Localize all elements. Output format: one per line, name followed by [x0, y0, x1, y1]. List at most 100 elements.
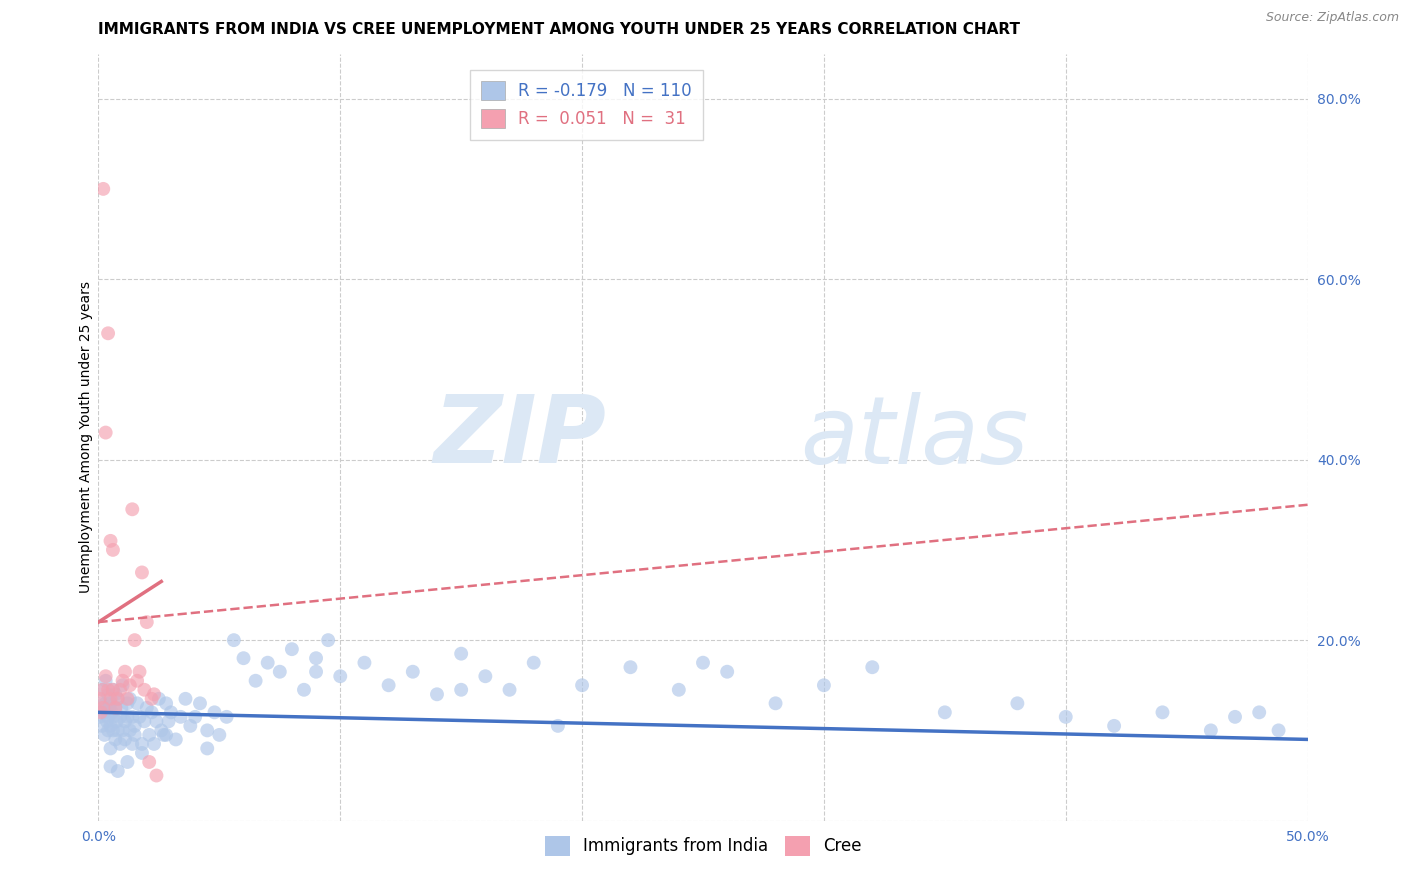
Y-axis label: Unemployment Among Youth under 25 years: Unemployment Among Youth under 25 years	[79, 281, 93, 593]
Text: ZIP: ZIP	[433, 391, 606, 483]
Point	[134, 714, 156, 729]
Point	[165, 732, 187, 747]
Point	[1007, 696, 1029, 710]
Point	[111, 723, 134, 738]
Point	[114, 665, 136, 679]
Point	[692, 656, 714, 670]
Point	[121, 502, 143, 516]
Point	[1152, 706, 1174, 720]
Point	[101, 542, 124, 557]
Point	[107, 764, 129, 778]
Point	[97, 687, 120, 701]
Point	[141, 691, 163, 706]
Point	[100, 759, 122, 773]
Point	[127, 696, 149, 710]
Point	[94, 696, 117, 710]
Point	[1223, 710, 1246, 724]
Point	[145, 714, 167, 729]
Point	[104, 732, 127, 747]
Point	[474, 669, 496, 683]
Point	[90, 696, 112, 710]
Point	[90, 706, 112, 720]
Point	[547, 719, 569, 733]
Point	[91, 682, 114, 697]
Point	[152, 728, 174, 742]
Point	[245, 673, 267, 688]
Point	[105, 714, 128, 729]
Point	[131, 566, 153, 580]
Point	[195, 741, 218, 756]
Point	[94, 669, 117, 683]
Point	[135, 615, 157, 629]
Point	[571, 678, 593, 692]
Point	[208, 728, 231, 742]
Point	[1102, 719, 1125, 733]
Point	[860, 660, 883, 674]
Point	[101, 682, 124, 697]
Point	[269, 665, 291, 679]
Point	[111, 673, 134, 688]
Point	[108, 737, 131, 751]
Point	[117, 755, 139, 769]
Text: Source: ZipAtlas.com: Source: ZipAtlas.com	[1265, 11, 1399, 24]
Point	[89, 691, 111, 706]
Point	[128, 665, 150, 679]
Point	[124, 728, 146, 742]
Point	[107, 691, 129, 706]
Point	[305, 651, 328, 665]
Point	[204, 706, 226, 720]
Point	[100, 741, 122, 756]
Point	[89, 710, 111, 724]
Point	[215, 710, 238, 724]
Point	[118, 691, 141, 706]
Point	[498, 682, 520, 697]
Point	[110, 701, 132, 715]
Point	[353, 656, 375, 670]
Point	[157, 714, 180, 729]
Point	[426, 687, 449, 701]
Point	[150, 723, 173, 738]
Point	[1054, 710, 1077, 724]
Point	[94, 425, 117, 440]
Point	[97, 326, 120, 341]
Point	[97, 723, 120, 738]
Text: IMMIGRANTS FROM INDIA VS CREE UNEMPLOYMENT AMONG YOUTH UNDER 25 YEARS CORRELATIO: IMMIGRANTS FROM INDIA VS CREE UNEMPLOYME…	[98, 22, 1021, 37]
Point	[91, 719, 114, 733]
Point	[668, 682, 690, 697]
Point	[143, 737, 166, 751]
Point	[329, 669, 352, 683]
Point	[91, 182, 114, 196]
Point	[107, 723, 129, 738]
Point	[100, 696, 122, 710]
Point	[117, 696, 139, 710]
Point	[292, 682, 315, 697]
Point	[232, 651, 254, 665]
Point	[281, 642, 304, 657]
Point	[101, 723, 124, 738]
Point	[100, 719, 122, 733]
Point	[195, 723, 218, 738]
Point	[155, 728, 177, 742]
Point	[100, 533, 122, 548]
Point	[121, 737, 143, 751]
Point	[108, 682, 131, 697]
Point	[121, 710, 143, 724]
Point	[104, 701, 127, 715]
Point	[141, 706, 163, 720]
Point	[316, 633, 339, 648]
Point	[93, 728, 115, 742]
Point	[118, 678, 141, 692]
Point	[174, 691, 197, 706]
Point	[111, 678, 134, 692]
Legend: Immigrants from India, Cree: Immigrants from India, Cree	[534, 826, 872, 866]
Point	[155, 696, 177, 710]
Point	[143, 687, 166, 701]
Point	[148, 691, 170, 706]
Point	[305, 665, 328, 679]
Point	[145, 768, 167, 782]
Point	[138, 755, 160, 769]
Point	[450, 682, 472, 697]
Point	[188, 696, 211, 710]
Point	[256, 656, 278, 670]
Point	[813, 678, 835, 692]
